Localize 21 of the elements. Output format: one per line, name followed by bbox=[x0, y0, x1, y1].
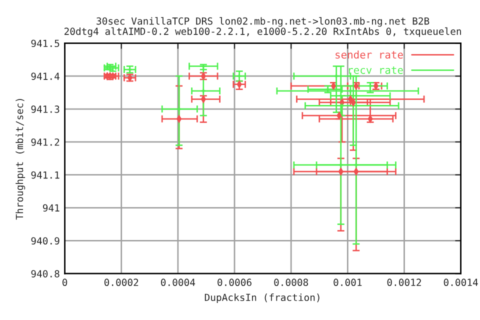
y-tick-label: 941.3 bbox=[31, 106, 60, 113]
y-tick-label: 941 bbox=[42, 204, 60, 212]
y-tick-label: 940.9 bbox=[31, 237, 60, 245]
x-tick-label: 0.0012 bbox=[387, 278, 421, 286]
legend-label: recv rate bbox=[348, 66, 403, 74]
x-tick-label: 0.0014 bbox=[444, 278, 478, 286]
legend-label: sender rate bbox=[336, 50, 403, 59]
y-axis-title: Throughput (mbit/sec) bbox=[16, 98, 26, 220]
x-tick-label: 0.0004 bbox=[161, 278, 196, 286]
chart-title: 30sec VanillaTCP DRS lon02.mb-ng.net->lon03.mb-ng.net B2B 20dtg4 altAIMD-0.2 web100-2.2.1, e1000-5.2.20 RxIntAbs 0, txqueuelen bbox=[64, 17, 461, 37]
y-tick-label: 940.8 bbox=[31, 270, 60, 278]
x-tick-label: 0.0002 bbox=[104, 278, 138, 286]
y-tick-label: 941.2 bbox=[31, 138, 60, 146]
x-tick-label: 0.001 bbox=[334, 278, 362, 286]
y-tick-label: 941.1 bbox=[31, 171, 60, 179]
y-tick-label: 941.4 bbox=[31, 72, 60, 80]
y-tick-label: 941.5 bbox=[31, 40, 60, 48]
x-tick-label: 0.0008 bbox=[274, 278, 308, 286]
x-axis-title: DupAcksIn (fraction) bbox=[204, 294, 320, 303]
x-tick-label: 0 bbox=[62, 278, 68, 286]
x-tick-label: 0.0006 bbox=[218, 278, 252, 286]
